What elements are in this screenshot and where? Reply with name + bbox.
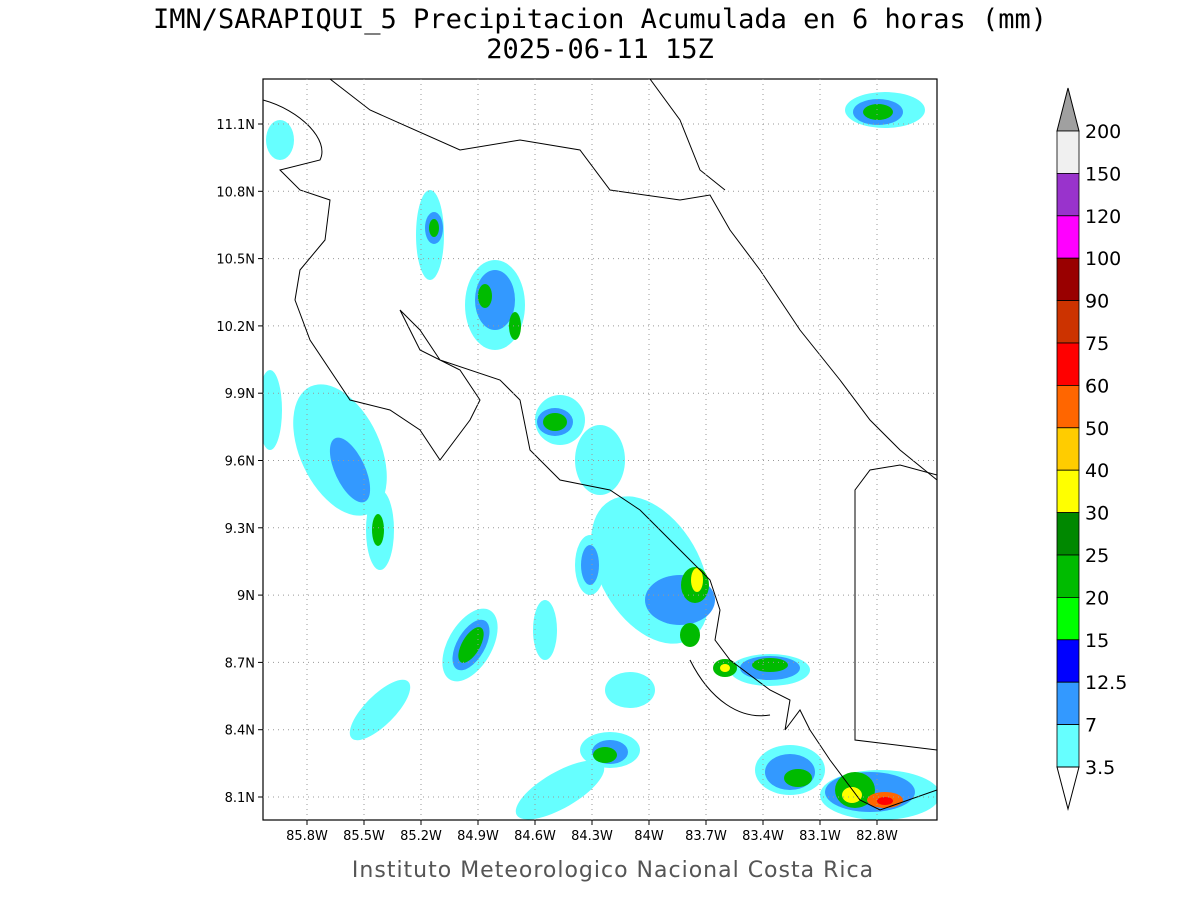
colorbar-label: 30	[1085, 503, 1109, 525]
colorbar-label: 3.5	[1085, 757, 1115, 779]
lon-label: 84.6W	[514, 829, 556, 844]
colorbar-label: 20	[1085, 587, 1109, 609]
colorbar-label: 60	[1085, 375, 1109, 397]
lon-label: 85.2W	[400, 829, 442, 844]
lat-label: 10.8N	[216, 185, 255, 200]
subtitle: 2025-06-11 15Z	[486, 34, 714, 65]
lon-label: 83.7W	[685, 829, 727, 844]
colorbar-label: 100	[1085, 248, 1121, 270]
lat-label: 8.4N	[225, 724, 255, 739]
lon-label: 84W	[634, 829, 664, 844]
colorbar-bottom	[1056, 766, 1080, 811]
colorbar-box	[1056, 512, 1080, 556]
colorbar-box	[1056, 597, 1080, 641]
colorbar-label: 7	[1085, 715, 1097, 737]
colorbar-label: 12.5	[1085, 672, 1127, 694]
colorbar-box	[1056, 554, 1080, 598]
colorbar-label: 25	[1085, 545, 1109, 567]
colorbar-box	[1056, 384, 1080, 429]
lon-label: 84.9W	[457, 829, 499, 844]
colorbar-top	[1056, 87, 1080, 132]
colorbar-label: 90	[1085, 291, 1109, 313]
colorbar-label: 150	[1085, 163, 1121, 185]
colorbar-label: 120	[1085, 206, 1121, 228]
lat-label: 8.1N	[225, 791, 255, 806]
colorbar-label: 15	[1085, 630, 1109, 652]
colorbar-box	[1056, 172, 1080, 217]
lon-label: 84.3W	[571, 829, 613, 844]
plot-frame	[262, 78, 938, 821]
colorbar-label: 200	[1085, 121, 1121, 143]
lon-label: 83.1W	[799, 829, 841, 844]
colorbar-box	[1056, 300, 1080, 344]
colorbar-box	[1056, 215, 1080, 259]
lat-label: 9.9N	[225, 387, 255, 402]
lat-label: 8.7N	[225, 656, 255, 671]
colorbar-box	[1056, 639, 1080, 683]
lat-label: 11.1N	[216, 118, 255, 133]
colorbar-box	[1056, 130, 1080, 174]
title: IMN/SARAPIQUI_5 Precipitacion Acumulada …	[153, 4, 1047, 35]
lat-label: 9.3N	[225, 522, 255, 537]
lat-label: 9N	[237, 589, 255, 604]
colorbar-box	[1056, 681, 1080, 726]
colorbar-label: 50	[1085, 418, 1109, 440]
colorbar-label: 75	[1085, 333, 1109, 355]
lon-label: 85.5W	[343, 829, 385, 844]
colorbar-box	[1056, 724, 1080, 768]
lon-label: 85.8W	[286, 829, 328, 844]
lon-label: 83.4W	[742, 829, 784, 844]
colorbar-box	[1056, 469, 1080, 514]
footer: Instituto Meteorologico Nacional Costa R…	[352, 858, 874, 883]
colorbar-box	[1056, 257, 1080, 302]
lat-label: 9.6N	[225, 455, 255, 470]
precip-field	[263, 79, 937, 820]
colorbar-box	[1056, 342, 1080, 386]
plot-area	[262, 78, 938, 821]
lon-label: 82.8W	[856, 829, 898, 844]
lat-label: 10.2N	[216, 320, 255, 335]
lat-label: 10.5N	[216, 253, 255, 268]
colorbar-box	[1056, 427, 1080, 471]
colorbar-label: 40	[1085, 460, 1109, 482]
